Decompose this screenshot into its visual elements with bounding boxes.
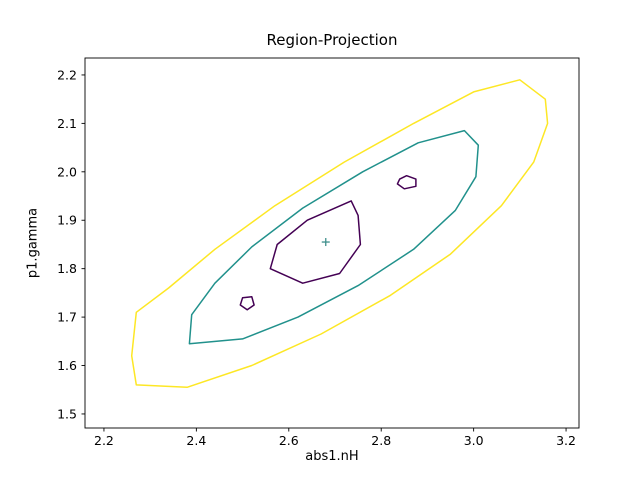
x-tick-label: 2.4 (186, 433, 206, 448)
y-tick-label: 2.2 (57, 67, 77, 82)
contour-outer-sigma3 (130, 79, 549, 389)
y-tick-label: 2.0 (57, 164, 77, 179)
x-tick-label: 2.8 (371, 433, 391, 448)
axes-frame (84, 57, 580, 429)
x-tick-label: 2.6 (279, 433, 299, 448)
contour-middle-sigma2 (188, 129, 480, 345)
y-tick-label: 1.6 (57, 358, 77, 373)
contour-island-lower (239, 296, 255, 311)
contour-inner-sigma1 (269, 200, 362, 284)
y-tick-label: 1.8 (57, 261, 77, 276)
y-tick-label: 1.5 (57, 406, 77, 421)
plot-title: Region-Projection (266, 31, 398, 49)
x-tick-label: 3.0 (464, 433, 484, 448)
x-tick-label: 3.2 (556, 433, 576, 448)
y-axis-label: p1.gamma (25, 207, 41, 279)
y-tick-label: 1.7 (57, 310, 77, 325)
y-tick-label: 2.1 (57, 116, 77, 131)
x-axis-label: abs1.nH (305, 449, 359, 464)
y-tick-label: 1.9 (57, 213, 77, 228)
x-tick-label: 2.2 (94, 433, 114, 448)
contour-island-upper (396, 174, 417, 190)
